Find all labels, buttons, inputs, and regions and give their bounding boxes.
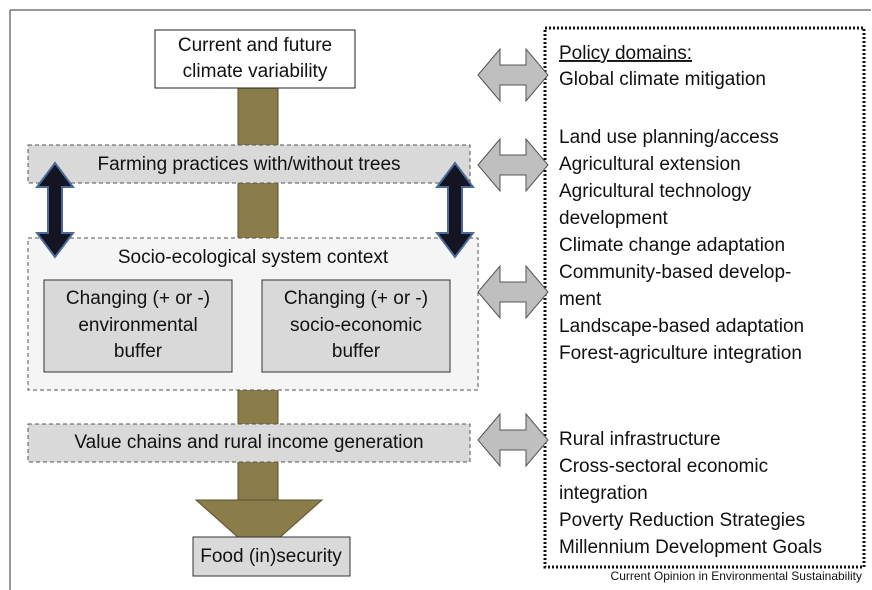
caption: Current Opinion in Environmental Sustain… (611, 569, 862, 583)
food-text: Food (in)security (200, 546, 342, 567)
farming-box (27, 144, 471, 184)
value-chain-box (27, 423, 471, 463)
policy-item: Agricultural technology (559, 181, 752, 202)
socio-title: Socio-ecological system context (118, 247, 389, 268)
double-arrow (477, 264, 549, 320)
policy-heading: Policy domains: (559, 43, 692, 64)
policy-item: Land use planning/access (559, 127, 779, 148)
vertical-double-arrow (35, 161, 75, 259)
top-box (154, 29, 356, 89)
policy-item: ment (559, 289, 602, 310)
policy-item: Millennium Development Goals (559, 537, 822, 558)
policy-item: development (559, 208, 669, 229)
env-buffer-text: environmental (78, 315, 197, 336)
policy-item: Cross-sectoral economic (559, 456, 768, 477)
farming-text: Farming practices with/without trees (97, 154, 400, 175)
socio-buffer-text: Changing (+ or -) (284, 288, 428, 309)
policy-item: Climate change adaptation (559, 235, 785, 256)
policy-item: Forest-agriculture integration (559, 343, 802, 364)
policy-box (543, 26, 866, 569)
env-buffer-text: Changing (+ or -) (66, 288, 210, 309)
policy-item: Poverty Reduction Strategies (559, 510, 805, 531)
food-box (192, 536, 351, 577)
socio-buffer-text: socio-economic (290, 315, 422, 336)
double-arrow (477, 137, 549, 193)
env-buffer-text: buffer (114, 341, 163, 362)
policy-item: Landscape-based adaptation (559, 316, 804, 337)
vertical-double-arrow (435, 161, 475, 259)
policy-item: Community-based develop- (559, 262, 791, 283)
flow-arrowhead (194, 499, 324, 557)
policy-item: integration (559, 483, 648, 504)
policy-item: Global climate mitigation (559, 69, 766, 90)
double-arrow (477, 412, 549, 468)
env-buffer-box (43, 279, 233, 373)
policy-item: Agricultural extension (559, 154, 741, 175)
socio-buffer-box (261, 279, 451, 373)
top-box-text: climate variability (183, 61, 328, 82)
socio-buffer-text: buffer (332, 341, 381, 362)
top-box-text: Current and future (178, 35, 332, 56)
double-arrow (477, 47, 549, 103)
policy-item: Rural infrastructure (559, 429, 721, 450)
value-chain-text: Value chains and rural income generation (74, 432, 423, 453)
